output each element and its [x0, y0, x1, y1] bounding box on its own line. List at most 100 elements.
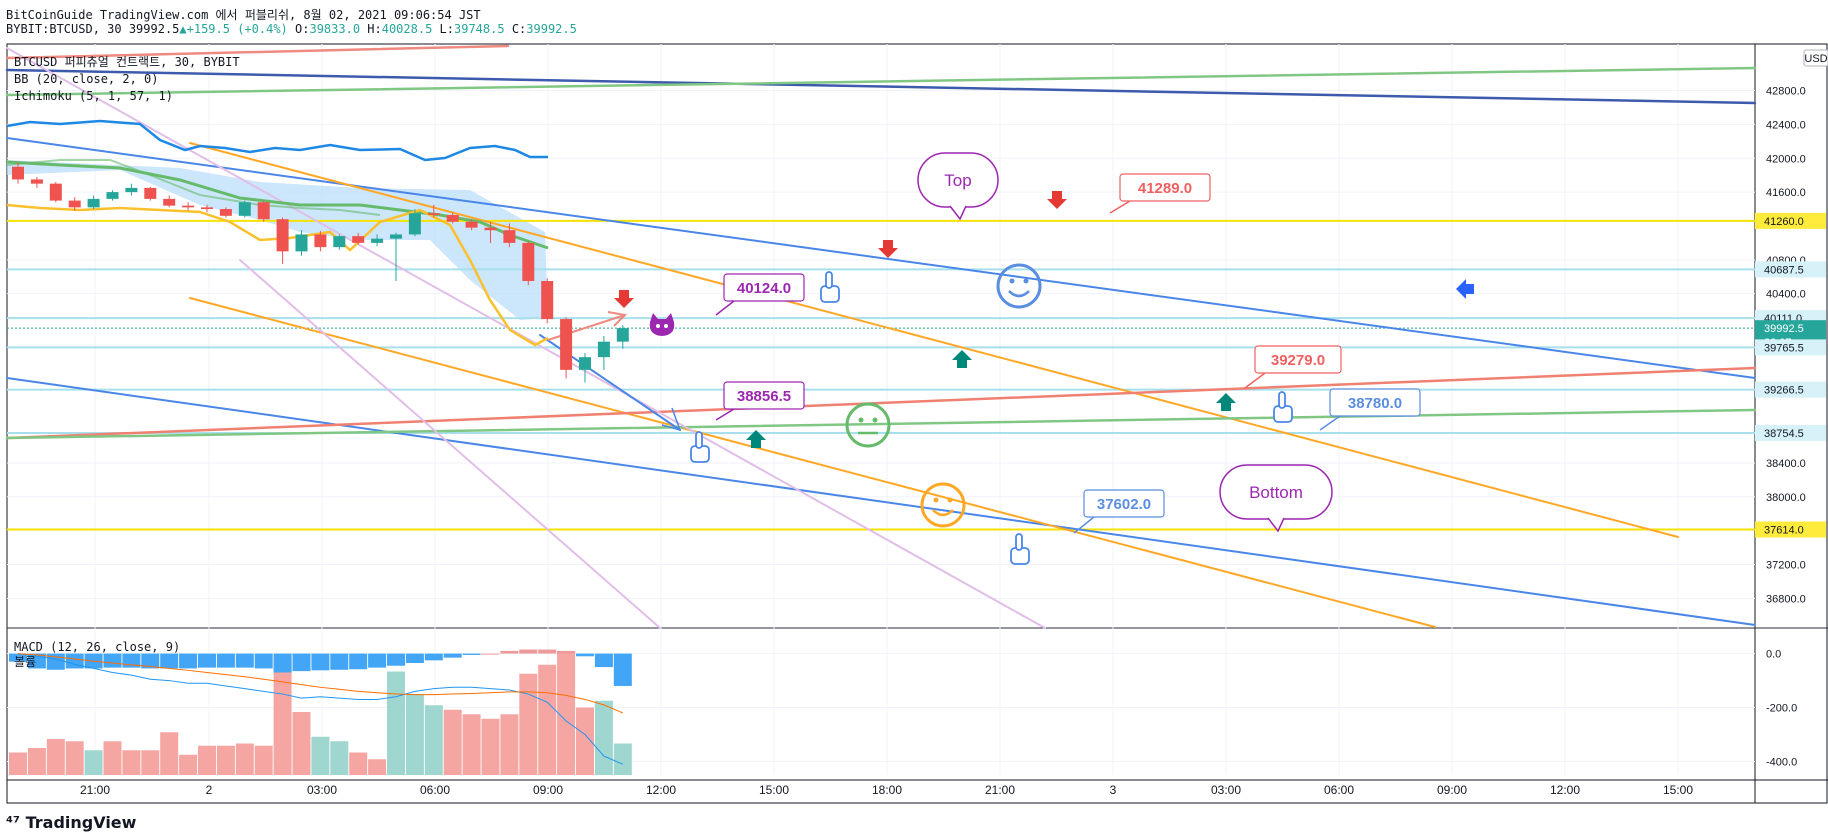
- up-arrow-icon: [1216, 393, 1236, 411]
- macd-hist-bar: [443, 653, 462, 658]
- close-label: C:: [511, 22, 527, 36]
- up-arrow-icon: [746, 430, 766, 448]
- macd-hist-bar: [198, 653, 216, 668]
- candle-body: [163, 198, 176, 206]
- trendlines: [5, 44, 1757, 629]
- volume-bar: [443, 709, 462, 775]
- legend-macd: MACD (12, 26, close, 9): [14, 640, 180, 654]
- candle-body: [276, 219, 289, 252]
- candle-body: [616, 328, 629, 342]
- candle-body: [106, 192, 119, 199]
- face-eye: [1023, 278, 1029, 284]
- change-arrow-icon: ▲: [179, 22, 187, 36]
- trend-orange-lower: [189, 297, 1436, 628]
- volume-bar: [216, 745, 235, 775]
- face-mouth: [1008, 290, 1030, 298]
- volume-bar: [179, 754, 198, 775]
- candle-body: [182, 205, 195, 208]
- price-callout-box: [1083, 489, 1165, 518]
- volume-bar: [273, 658, 292, 775]
- macd-hist-bar: [141, 653, 160, 669]
- volume-bar: [235, 743, 254, 775]
- volume-bar: [292, 712, 311, 775]
- face-outline: [996, 263, 1042, 309]
- down-arrow-icon: [1047, 191, 1067, 209]
- volume-bar: [9, 752, 27, 775]
- price-label: 39992.5: [1764, 323, 1804, 335]
- y-tick-label: 42800.0: [1766, 86, 1806, 98]
- open-label: O:: [295, 22, 310, 36]
- axes: 21:00 2 03:00 06:00 09:00 12:00 15:00 18:00 21:0…: [80, 86, 1826, 797]
- currency-text: USD: [1804, 53, 1827, 65]
- x-tick-label: 21:00: [985, 783, 1015, 797]
- bubble-tail: [949, 205, 967, 221]
- price-callout-box: [723, 273, 805, 302]
- trend-green-top: [5, 66, 1757, 97]
- trend-red-bottom: [5, 366, 1757, 440]
- face-eye: [1009, 278, 1015, 284]
- volume-bar: [349, 752, 368, 775]
- volume-bar: [84, 750, 103, 775]
- volume-bar: [613, 743, 632, 775]
- macd-hist-bar: [103, 653, 122, 668]
- candle-body: [465, 221, 478, 228]
- x-tick-label: 06:00: [420, 783, 450, 797]
- down-arrow-icon: [614, 290, 634, 308]
- candle-body: [522, 242, 535, 281]
- tv-logo-icon: ⁴⁷: [6, 813, 21, 832]
- x-tick-label: 15:00: [1663, 783, 1693, 797]
- currency-badge[interactable]: USD: [1803, 49, 1828, 67]
- macd-hist-bar: [557, 650, 576, 654]
- bb-upper: [6, 119, 548, 162]
- macd-hist-bar: [254, 653, 273, 669]
- pointing-hand-icon: [1010, 533, 1030, 565]
- trend-pink-1: [6, 47, 1046, 629]
- signal-line: [17, 653, 623, 714]
- price-callout: 38856.5: [737, 388, 791, 405]
- price-callout-box: [723, 381, 805, 410]
- macd-hist-bar: [538, 649, 557, 654]
- publish-info: BitCoinGuide TradingView.com 에서 퍼블리쉬, 8월…: [6, 8, 481, 22]
- legend: BTCUSD 퍼피츄얼 컨트랙트, 30, BYBIT BB (20, clos…: [14, 55, 240, 669]
- up-arrow-icon: [952, 350, 972, 368]
- y-tick-label: 42400.0: [1766, 119, 1806, 131]
- price-label: 40687.5: [1764, 264, 1804, 276]
- volume-bar: [254, 745, 273, 775]
- candle-body: [579, 357, 591, 370]
- drawings: 41289.0 40124.0 38856.5 39279.0 38780.0 37602…: [614, 152, 1474, 565]
- volume-bar: [65, 741, 84, 775]
- price-callout-box: [1254, 345, 1342, 374]
- macd-hist-bar: [179, 653, 198, 669]
- top-label: Top: [944, 171, 971, 190]
- x-tick-label: 12:00: [646, 783, 676, 797]
- volume-bar: [387, 671, 405, 775]
- price-callout-box: [1119, 173, 1211, 202]
- candle-body: [371, 238, 384, 243]
- macd-hist-bar: [311, 653, 330, 671]
- price-callout: 38780.0: [1348, 395, 1402, 412]
- face-outline: [845, 402, 891, 448]
- volume-bars: [9, 651, 632, 775]
- hand-finger: [825, 271, 833, 289]
- price-callout: 40124.0: [737, 280, 791, 297]
- volume-bar: [160, 732, 179, 775]
- hand-finger: [1278, 391, 1286, 409]
- macd-hist-bar: [594, 653, 613, 668]
- x-tick-label: 06:00: [1324, 783, 1354, 797]
- macd-hist-bar: [481, 653, 500, 655]
- left-arrow-icon: [1456, 279, 1474, 299]
- macd-tick-label: -400.0: [1766, 757, 1797, 769]
- candle-body: [49, 183, 62, 201]
- candle-body: [125, 187, 138, 193]
- price-label: 41260.0: [1764, 216, 1804, 228]
- macd-line: [17, 653, 623, 765]
- cat-icon: [649, 313, 675, 336]
- volume-bar: [424, 705, 443, 775]
- close-value: 39992.5: [526, 22, 577, 36]
- candle-body: [295, 234, 308, 252]
- y-tick-label: 38400.0: [1766, 458, 1806, 470]
- face-eye: [933, 497, 939, 503]
- volume-bar: [519, 673, 538, 775]
- price-change: +159.5 (+0.4%): [186, 22, 288, 36]
